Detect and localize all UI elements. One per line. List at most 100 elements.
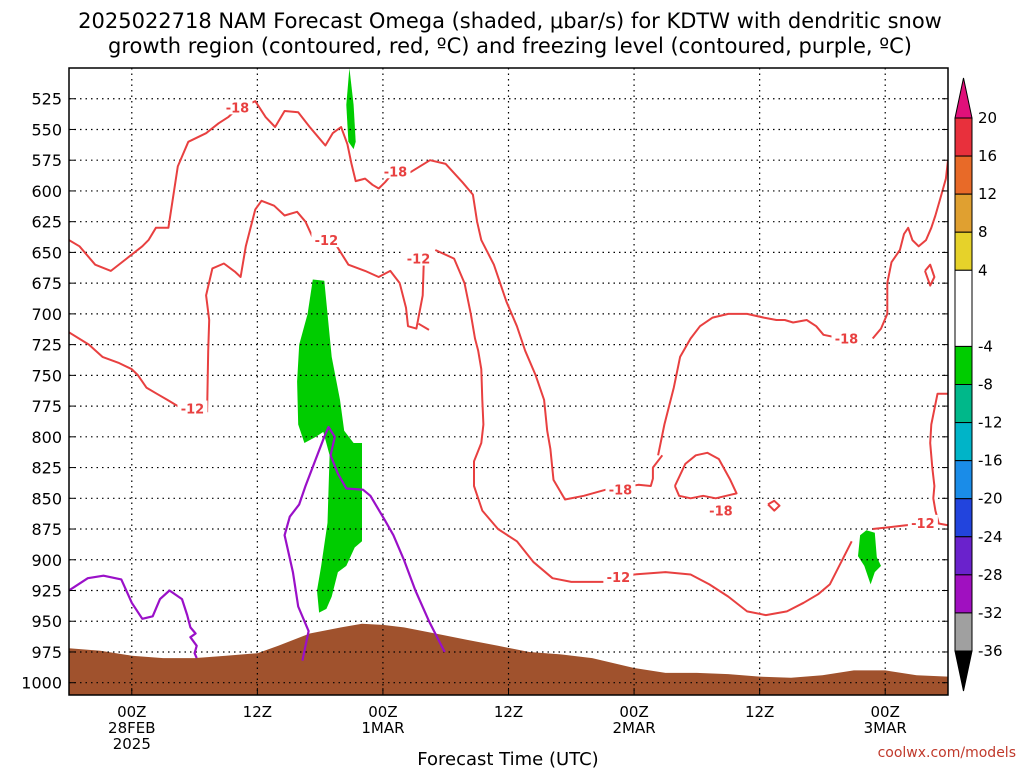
- colorbar-label-20: 20: [978, 109, 997, 127]
- freezing-contour-0: [69, 574, 198, 659]
- colorbar-band-1: [954, 155, 973, 195]
- x-tick-label-6-2: 2025: [113, 735, 151, 753]
- colorbar-label-m24: -24: [978, 528, 1003, 546]
- x-tick-label-6-1: 28FEB: [108, 719, 155, 737]
- omega-region-1: [297, 279, 362, 613]
- dendritic-contour-5: [434, 249, 853, 617]
- contour-label-2: -12: [311, 232, 342, 249]
- x-tick-label-66-0: 12Z: [745, 703, 774, 721]
- dendritic-contour-3: [205, 199, 430, 413]
- chart-title-line-1: 2025022718 NAM Forecast Omega (shaded, μ…: [78, 9, 942, 33]
- dendritic-contour-4: [417, 322, 430, 331]
- colorbar-band-4: [954, 269, 973, 347]
- y-tick-label-1000: 1000: [21, 674, 62, 693]
- y-tick-label-975: 975: [31, 643, 62, 662]
- colorbar-band-11: [954, 574, 973, 614]
- y-axis: 525 550 575 600 625 650 675 700 725 750 775 800 825 8…: [21, 90, 948, 693]
- colorbar-label-m4: -4: [978, 337, 993, 355]
- colorbar-label-m28: -28: [978, 566, 1003, 584]
- svg-text:-18: -18: [709, 505, 733, 520]
- dendritic-contour-8: [657, 312, 842, 456]
- y-tick-label-875: 875: [31, 520, 62, 539]
- omega-region-2: [858, 530, 881, 585]
- terrain-fill: [69, 623, 948, 695]
- y-tick-label-675: 675: [31, 274, 62, 293]
- contour-label-1: -18: [380, 163, 411, 180]
- freezing-level-contour-layer: [69, 425, 446, 661]
- colorbar-label-m12: -12: [978, 414, 1003, 432]
- svg-text:-12: -12: [315, 234, 339, 249]
- colorbar-band-12: [954, 612, 973, 652]
- x-tick-label-54-1: 2MAR: [612, 719, 655, 737]
- omega-shading-layer: [297, 68, 881, 613]
- contour-label-6: -18: [605, 481, 636, 499]
- svg-text:-12: -12: [911, 517, 935, 532]
- x-tick-label-18-0: 12Z: [243, 703, 272, 721]
- credit-text: coolwx.com/models: [878, 745, 1016, 761]
- contour-label-5: -18: [831, 330, 862, 347]
- svg-text:-12: -12: [181, 403, 205, 418]
- x-tick-label-54-0: 00Z: [619, 703, 648, 721]
- colorbar-label-m36: -36: [978, 642, 1003, 660]
- colorbar-band-9: [954, 498, 973, 538]
- x-axis-label: Forecast Time (UTC): [417, 749, 598, 768]
- dendritic-contour-2: [69, 331, 191, 410]
- freezing-contour-1: [283, 425, 446, 661]
- svg-text:-12: -12: [607, 571, 631, 586]
- colorbar-band-0: [954, 117, 973, 157]
- y-tick-label-725: 725: [31, 336, 62, 355]
- x-tick-label-30-0: 00Z: [368, 703, 397, 721]
- omega-region-0: [346, 68, 356, 150]
- svg-text:-18: -18: [609, 484, 633, 499]
- colorbar-band-7: [954, 422, 973, 462]
- svg-text:-18: -18: [835, 332, 859, 347]
- y-tick-label-575: 575: [31, 151, 62, 170]
- colorbar-under-arrow: [954, 650, 973, 692]
- colorbar-band-10: [954, 536, 973, 576]
- y-tick-label-850: 850: [31, 489, 62, 508]
- dendritic-contour-11: [929, 392, 948, 524]
- contour-label-3: -12: [403, 250, 434, 268]
- colorbar-label-16: 16: [978, 147, 997, 165]
- dendritic-contour-6: [673, 451, 738, 500]
- colorbar-label-m20: -20: [978, 490, 1003, 508]
- x-tick-label-78-1: 3MAR: [864, 719, 907, 737]
- svg-text:-18: -18: [226, 101, 250, 116]
- grid-layer: [69, 68, 948, 695]
- colorbar-label-4: 4: [978, 261, 988, 279]
- y-tick-label-900: 900: [31, 551, 62, 570]
- colorbar-label-m32: -32: [978, 604, 1003, 622]
- y-tick-label-825: 825: [31, 459, 62, 478]
- colorbar-band-6: [954, 384, 973, 424]
- colorbar-label-8: 8: [978, 223, 988, 241]
- y-tick-label-775: 775: [31, 397, 62, 416]
- x-tick-label-30-1: 1MAR: [361, 719, 404, 737]
- colorbar-label-m8: -8: [978, 376, 993, 394]
- x-tick-label-42-0: 12Z: [494, 703, 523, 721]
- contour-label-9: -12: [907, 514, 938, 532]
- svg-text:-18: -18: [384, 165, 408, 180]
- y-tick-label-800: 800: [31, 428, 62, 447]
- y-tick-label-550: 550: [31, 120, 62, 139]
- dendritic-contour-layer: [69, 100, 948, 617]
- y-tick-label-950: 950: [31, 612, 62, 631]
- y-tick-label-650: 650: [31, 243, 62, 262]
- chart-title-line-2: growth region (contoured, red, ºC) and f…: [108, 34, 912, 58]
- x-tick-label-78-0: 00Z: [871, 703, 900, 721]
- colorbar-band-2: [954, 193, 973, 233]
- dendritic-contour-7: [767, 499, 781, 512]
- colorbar: 20 16 12 8 4 -4 -8 -12 -16 -20 -24 -28 -32 -36: [954, 77, 1003, 692]
- contour-label-8: -12: [603, 568, 634, 586]
- x-tick-label-6-0: 00Z: [117, 703, 146, 721]
- contour-label-0: -18: [222, 99, 253, 116]
- terrain-layer: [69, 623, 948, 695]
- colorbar-band-5: [954, 345, 973, 385]
- colorbar-label-m16: -16: [978, 452, 1003, 470]
- y-tick-label-750: 750: [31, 366, 62, 385]
- dendritic-contour-10: [924, 263, 936, 287]
- dendritic-contour-9: [871, 160, 948, 340]
- y-tick-label-625: 625: [31, 213, 62, 232]
- y-tick-label-525: 525: [31, 90, 62, 109]
